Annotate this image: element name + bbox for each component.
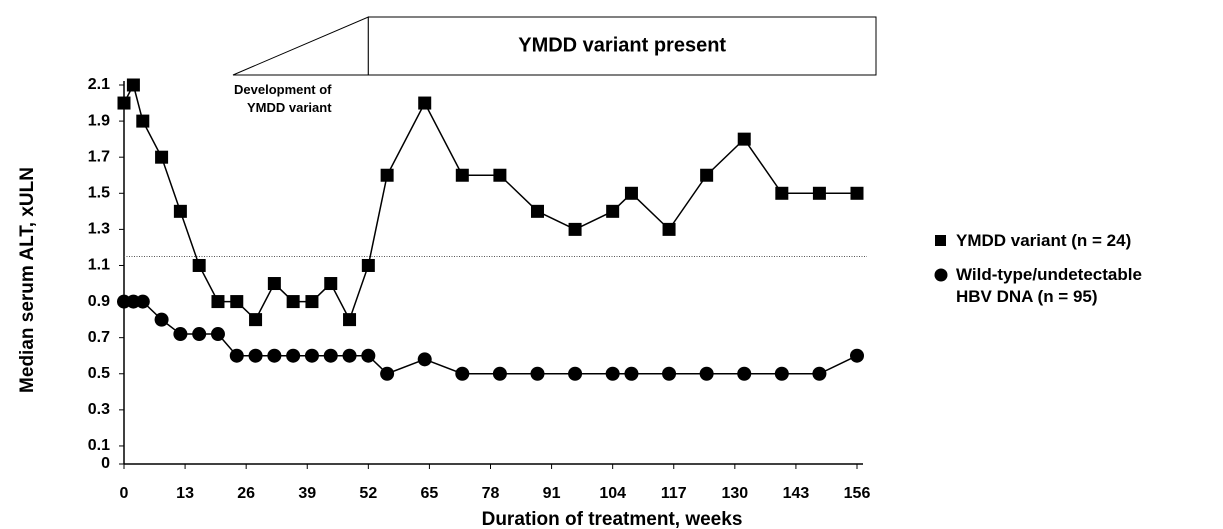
point: [343, 313, 357, 327]
point: [812, 366, 827, 381]
variant-box: [367, 16, 877, 76]
point: [192, 258, 206, 272]
point: [568, 366, 583, 381]
point: [342, 348, 357, 363]
y-tick-label: 0.1: [88, 437, 110, 454]
point: [455, 366, 470, 381]
point: [606, 204, 620, 218]
y-tick-label: 0.5: [88, 365, 110, 382]
point: [229, 348, 244, 363]
point: [117, 96, 131, 110]
point: [126, 78, 140, 92]
annotation: Development of YMDD variant: [234, 82, 332, 115]
point: [286, 295, 300, 309]
point: [380, 366, 395, 381]
point: [662, 222, 676, 236]
annotation: YMDD variant present: [518, 34, 726, 56]
y-tick-label: 0: [101, 455, 110, 472]
y-tick-label: 0.3: [88, 401, 110, 418]
point: [812, 186, 826, 200]
point: [323, 348, 338, 363]
point: [662, 366, 677, 381]
point: [624, 186, 638, 200]
point: [417, 352, 432, 367]
point: [568, 222, 582, 236]
point: [361, 258, 375, 272]
point: [135, 294, 150, 309]
point: [211, 295, 225, 309]
point: [699, 366, 714, 381]
point: [230, 295, 244, 309]
legend-label: YMDD variant (n = 24): [956, 231, 1132, 250]
x-tick-label: 143: [783, 485, 810, 502]
x-tick-label: 78: [482, 485, 500, 502]
point: [248, 348, 263, 363]
point: [173, 327, 188, 342]
point: [286, 348, 301, 363]
point: [624, 366, 639, 381]
y-tick-label: 2.1: [88, 76, 110, 93]
point: [304, 348, 319, 363]
point: [530, 366, 545, 381]
development-wedge: [232, 16, 369, 76]
series-line: [124, 300, 858, 375]
x-tick-label: 91: [543, 485, 561, 502]
x-tick-label: 65: [421, 485, 439, 502]
legend-item: YMDD variant (n = 24): [934, 230, 1156, 252]
y-tick-label: 1.5: [88, 185, 110, 202]
point: [605, 366, 620, 381]
point: [530, 204, 544, 218]
point: [267, 348, 282, 363]
point: [774, 366, 789, 381]
legend-label: Wild-type/undetectable HBV DNA (n = 95): [956, 265, 1142, 306]
point: [324, 277, 338, 291]
y-tick-label: 1.3: [88, 221, 110, 238]
point: [775, 186, 789, 200]
x-tick-label: 0: [120, 485, 129, 502]
point: [737, 132, 751, 146]
point: [361, 348, 376, 363]
point: [850, 186, 864, 200]
legend-symbol: [935, 235, 946, 246]
point: [136, 114, 150, 128]
point: [249, 313, 263, 327]
point: [192, 327, 207, 342]
point: [380, 168, 394, 182]
x-tick-label: 130: [721, 485, 748, 502]
point: [154, 312, 169, 327]
point: [455, 168, 469, 182]
x-tick-label: 39: [298, 485, 316, 502]
x-tick-label: 13: [176, 485, 194, 502]
point: [850, 348, 864, 363]
x-tick-label: 117: [661, 485, 687, 502]
point: [210, 327, 225, 342]
point: [737, 366, 752, 381]
x-tick-label: 26: [237, 485, 255, 502]
y-tick-label: 0.7: [88, 329, 110, 346]
point: [700, 168, 714, 182]
y-tick-label: 1.9: [88, 112, 110, 129]
x-tick-label: 52: [359, 485, 377, 502]
y-tick-label: 1.1: [88, 257, 110, 274]
x-tick-label: 104: [599, 485, 626, 502]
y-axis-title: Median serum ALT, xULN: [17, 167, 38, 393]
series-line: [123, 82, 857, 322]
y-tick-label: 0.9: [88, 293, 110, 310]
point: [418, 96, 432, 110]
point: [173, 204, 187, 218]
x-tick-label: 156: [844, 485, 871, 502]
point: [305, 295, 319, 309]
point: [492, 366, 507, 381]
x-axis-title: Duration of treatment, weeks: [482, 509, 743, 529]
point: [493, 168, 507, 182]
point: [267, 277, 281, 291]
legend-symbol: [934, 268, 948, 282]
legend-item: Wild-type/undetectable HBV DNA (n = 95): [934, 264, 1156, 308]
y-tick-label: 1.7: [88, 148, 110, 165]
point: [155, 150, 169, 164]
